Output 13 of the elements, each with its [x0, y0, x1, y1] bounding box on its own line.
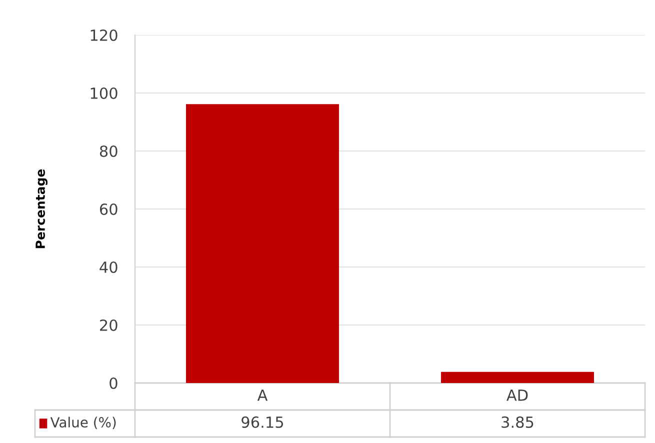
x-tick-label: A — [257, 390, 268, 401]
x-tick-label: AD — [506, 390, 528, 401]
legend-label: Value (%) — [50, 416, 116, 430]
y-tick-label: 120 — [90, 29, 118, 42]
y-tick-label: 40 — [100, 261, 118, 274]
y-axis-title: Percentage — [36, 169, 48, 248]
data-label: 3.85 — [502, 416, 534, 428]
y-tick-label: 20 — [100, 319, 118, 332]
y-tick-label: 0 — [110, 377, 118, 390]
y-tick-label: 100 — [90, 87, 118, 100]
y-tick-label: 80 — [100, 145, 118, 158]
data-label: 96.15 — [242, 416, 284, 428]
y-tick-label: 60 — [100, 203, 118, 216]
